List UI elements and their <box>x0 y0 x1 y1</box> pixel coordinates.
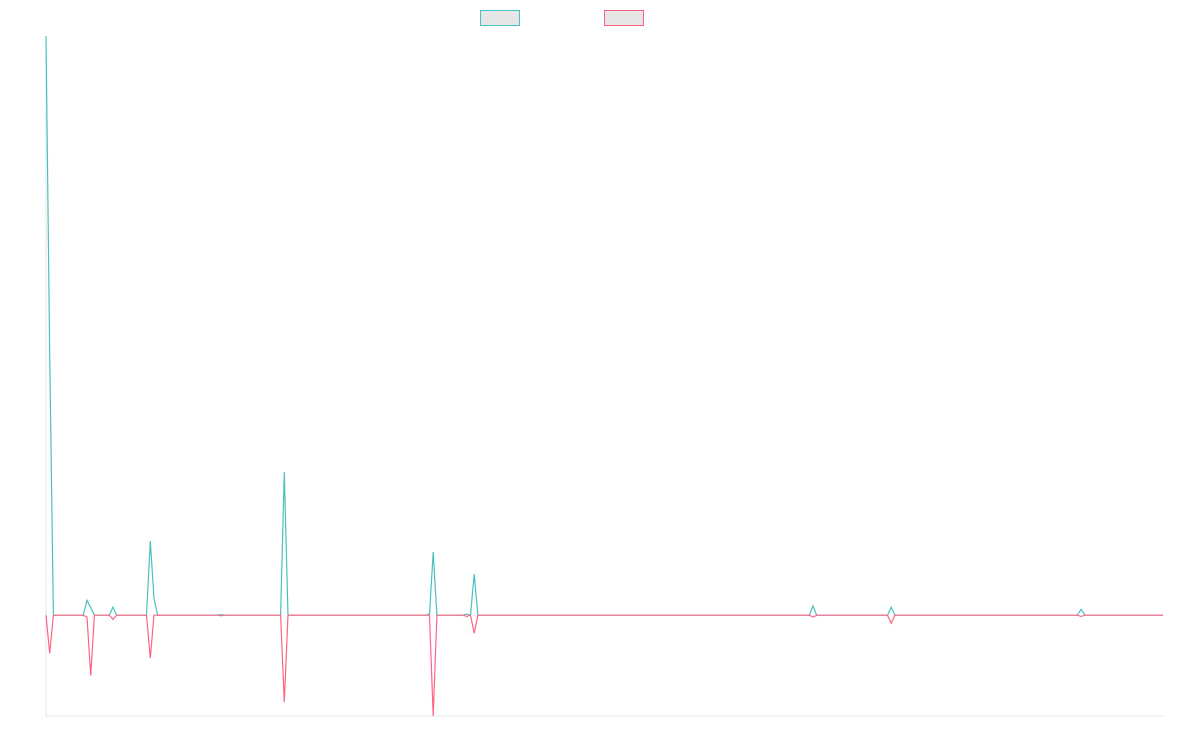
legend-item-series-2[interactable] <box>604 10 644 26</box>
series-1 <box>45 35 1163 616</box>
chart-legend <box>0 10 1200 26</box>
series-layer <box>45 35 1163 717</box>
series-2-line <box>45 614 1163 717</box>
legend-item-series-1[interactable] <box>480 10 520 26</box>
series-1-line <box>45 35 1163 616</box>
series-2 <box>45 614 1163 717</box>
legend-swatch-series-1 <box>480 10 520 26</box>
legend-swatch-series-2 <box>604 10 644 26</box>
